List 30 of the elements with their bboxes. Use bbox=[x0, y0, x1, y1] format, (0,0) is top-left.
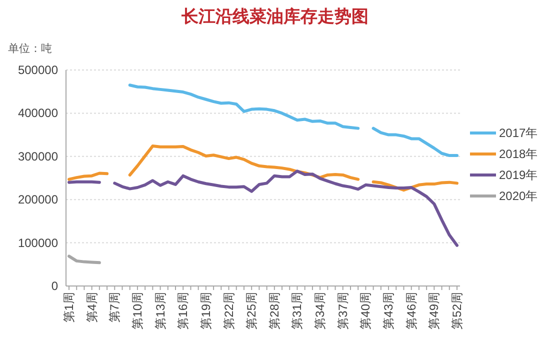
legend-label: 2018年 bbox=[499, 147, 538, 161]
x-tick-label: 第46周 bbox=[404, 292, 418, 330]
x-tick-label: 第40周 bbox=[358, 292, 373, 330]
x-tick-label: 第4周 bbox=[84, 292, 99, 323]
chart-title: 长江沿线菜油库存走势图 bbox=[180, 7, 368, 26]
x-tick-label: 第49周 bbox=[427, 292, 442, 330]
x-tick-label: 第10周 bbox=[130, 292, 144, 330]
x-tick-label: 第34周 bbox=[313, 292, 328, 330]
x-tick-label: 第37周 bbox=[336, 292, 350, 330]
x-tick-label: 第52周 bbox=[450, 292, 464, 330]
legend-label: 2019年 bbox=[499, 168, 538, 182]
y-tick-label: 400000 bbox=[18, 106, 58, 120]
x-tick-label: 第1周 bbox=[62, 292, 76, 323]
x-tick-label: 第31周 bbox=[290, 292, 304, 330]
x-tick-label: 第25周 bbox=[244, 292, 259, 330]
y-tick-label: 500000 bbox=[18, 63, 58, 77]
y-tick-label: 200000 bbox=[18, 192, 58, 207]
legend-label: 2020年 bbox=[499, 189, 538, 203]
legend-label: 2017年 bbox=[499, 126, 538, 140]
x-tick-label: 第28周 bbox=[267, 292, 282, 330]
y-tick-label: 0 bbox=[51, 279, 58, 293]
text: 单位：吨 bbox=[8, 42, 52, 55]
x-tick-label: 第13周 bbox=[153, 292, 168, 330]
x-tick-label: 第22周 bbox=[222, 292, 236, 330]
x-tick-label: 第7周 bbox=[108, 292, 122, 323]
y-tick-label: 100000 bbox=[18, 236, 58, 250]
x-tick-label: 第19周 bbox=[198, 292, 213, 330]
x-tick-label: 第43周 bbox=[382, 292, 396, 330]
y-tick-label: 300000 bbox=[18, 149, 58, 164]
x-tick-label: 第16周 bbox=[176, 292, 190, 330]
